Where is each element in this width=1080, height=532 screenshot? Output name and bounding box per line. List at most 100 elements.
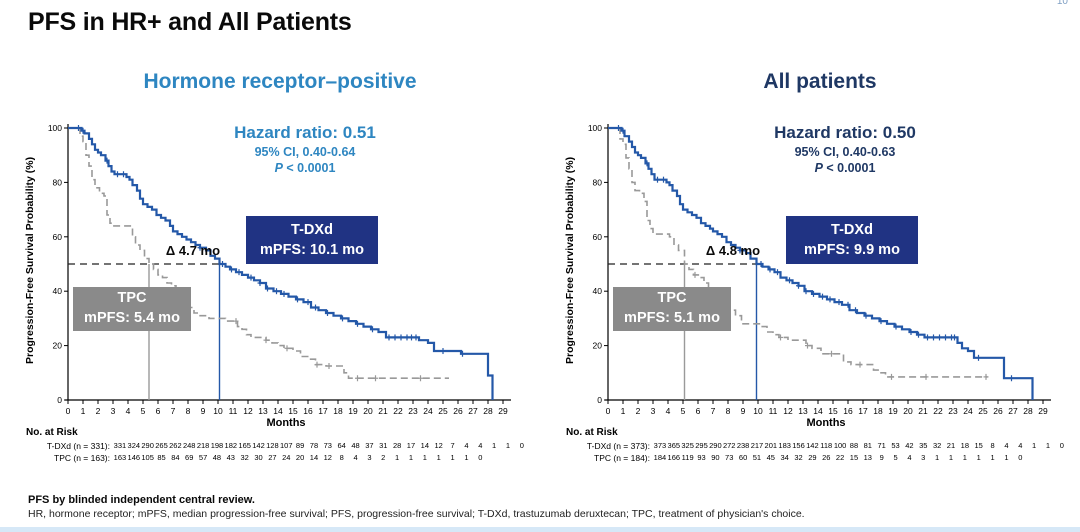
risk-count: 2 bbox=[381, 453, 386, 462]
risk-count: 32 bbox=[794, 453, 803, 462]
risk-count: 1 bbox=[505, 441, 511, 450]
risk-count: 4 bbox=[1018, 441, 1023, 450]
svg-text:3: 3 bbox=[651, 406, 656, 416]
risk-count: 325 bbox=[681, 441, 694, 450]
risk-count: 166 bbox=[667, 453, 681, 462]
svg-text:25: 25 bbox=[438, 406, 448, 416]
risk-count: 32 bbox=[240, 453, 249, 462]
svg-text:4: 4 bbox=[666, 406, 671, 416]
risk-count: 51 bbox=[752, 453, 762, 462]
risk-count: 14 bbox=[309, 453, 319, 462]
svg-text:12: 12 bbox=[243, 406, 253, 416]
svg-text:5: 5 bbox=[681, 406, 686, 416]
slide-title: PFS in HR+ and All Patients bbox=[28, 8, 352, 36]
svg-text:10: 10 bbox=[213, 406, 223, 416]
hazard-ratio: Hazard ratio: 0.50 bbox=[774, 123, 916, 142]
risk-count: 32 bbox=[932, 441, 942, 450]
risk-count: 3 bbox=[367, 453, 372, 462]
svg-text:17: 17 bbox=[318, 406, 328, 416]
risk-count: 0 bbox=[1018, 453, 1023, 462]
risk-count: 4 bbox=[1004, 441, 1009, 450]
risk-count: 105 bbox=[141, 453, 154, 462]
svg-text:14: 14 bbox=[813, 406, 823, 416]
risk-count: 201 bbox=[764, 441, 778, 450]
risk-count: 0 bbox=[1059, 441, 1064, 450]
svg-text:29: 29 bbox=[498, 406, 508, 416]
hazard-ratio: Hazard ratio: 0.51 bbox=[234, 123, 376, 142]
risk-count: 290 bbox=[709, 441, 722, 450]
y-axis-label: Progression-Free Survival Probability (%… bbox=[564, 156, 576, 364]
risk-count: 1 bbox=[408, 453, 414, 462]
risk-count: 331 bbox=[113, 441, 127, 450]
svg-text:23: 23 bbox=[948, 406, 958, 416]
svg-text:4: 4 bbox=[126, 406, 131, 416]
risk-count: 156 bbox=[792, 441, 805, 450]
risk-count: 1 bbox=[1045, 441, 1051, 450]
risk-count: 28 bbox=[392, 441, 402, 450]
svg-text:100: 100 bbox=[588, 123, 602, 133]
svg-text:24: 24 bbox=[423, 406, 433, 416]
risk-count: 290 bbox=[141, 441, 154, 450]
svg-text:13: 13 bbox=[258, 406, 268, 416]
risk-count: 218 bbox=[196, 441, 210, 450]
risk-count: 128 bbox=[266, 441, 279, 450]
risk-count: 295 bbox=[695, 441, 708, 450]
x-axis-label: Months bbox=[266, 417, 306, 429]
risk-count: 365 bbox=[667, 441, 681, 450]
risk-count: 12 bbox=[434, 441, 443, 450]
panel-title: All patients bbox=[763, 70, 877, 93]
risk-count: 1 bbox=[492, 441, 497, 450]
risk-count: 57 bbox=[198, 453, 208, 462]
risk-count: 85 bbox=[157, 453, 166, 462]
risk-count: 373 bbox=[653, 441, 667, 450]
risk-count: 12 bbox=[323, 453, 332, 462]
svg-text:11: 11 bbox=[229, 406, 238, 416]
page-number: 10 bbox=[1056, 0, 1068, 7]
risk-count: 90 bbox=[711, 453, 720, 462]
svg-text:5: 5 bbox=[141, 406, 146, 416]
risk-row-values: 184 166 119 93 90 73 60 51 45 34 32 29 26 22 15 13 9 5 4 3 1… bbox=[653, 453, 1069, 462]
svg-text:60: 60 bbox=[593, 232, 603, 242]
risk-count: 31 bbox=[379, 441, 388, 450]
risk-row-values: 163 146 105 85 84 69 57 48 43 32 30 27 24 20 14 12 8 4 3 2 1… bbox=[113, 453, 529, 462]
svg-text:21: 21 bbox=[378, 406, 388, 416]
svg-text:15: 15 bbox=[828, 406, 838, 416]
risk-row-values: 373 365 325 295 290 272 238 217 201 183 156 142 118 1… bbox=[653, 441, 1069, 450]
svg-text:18: 18 bbox=[333, 406, 343, 416]
risk-count: 146 bbox=[127, 453, 141, 462]
svg-text:0: 0 bbox=[66, 406, 71, 416]
risk-count: 4 bbox=[464, 441, 469, 450]
panel-all-patients: All patients Hazard ratio: 0.50 95% CI, … bbox=[540, 0, 1080, 490]
risk-count: 18 bbox=[960, 441, 969, 450]
svg-text:2: 2 bbox=[636, 406, 641, 416]
x-axis-label: Months bbox=[806, 417, 846, 429]
risk-count: 8 bbox=[339, 453, 344, 462]
svg-text:9: 9 bbox=[201, 406, 206, 416]
risk-count: 1 bbox=[1004, 453, 1009, 462]
risk-count: 15 bbox=[849, 453, 859, 462]
risk-count: 265 bbox=[155, 441, 168, 450]
svg-text:24: 24 bbox=[963, 406, 973, 416]
risk-count: 142 bbox=[252, 441, 265, 450]
svg-text:16: 16 bbox=[843, 406, 853, 416]
risk-count: 4 bbox=[907, 453, 912, 462]
risk-count: 142 bbox=[806, 441, 819, 450]
footnote-bold: PFS by blinded independent central revie… bbox=[28, 494, 255, 506]
risk-count: 198 bbox=[210, 441, 224, 450]
risk-count: 1 bbox=[464, 453, 469, 462]
svg-text:16: 16 bbox=[303, 406, 313, 416]
risk-count: 42 bbox=[905, 441, 914, 450]
confidence-interval: 95% CI, 0.40-0.64 bbox=[254, 145, 356, 160]
risk-count: 184 bbox=[653, 453, 667, 462]
svg-text:40: 40 bbox=[593, 286, 603, 296]
svg-text:10: 10 bbox=[753, 406, 763, 416]
confidence-interval: 95% CI, 0.40-0.63 bbox=[794, 145, 896, 160]
risk-row-tdxd: T-DXd (n = 331): 331 324 290 265 262 248 218 19… bbox=[0, 441, 540, 452]
risk-count: 1 bbox=[935, 453, 940, 462]
svg-text:1: 1 bbox=[81, 406, 86, 416]
risk-count: 183 bbox=[778, 441, 791, 450]
risk-count: 1 bbox=[1032, 441, 1037, 450]
svg-text:80: 80 bbox=[53, 177, 63, 187]
risk-count: 45 bbox=[766, 453, 775, 462]
